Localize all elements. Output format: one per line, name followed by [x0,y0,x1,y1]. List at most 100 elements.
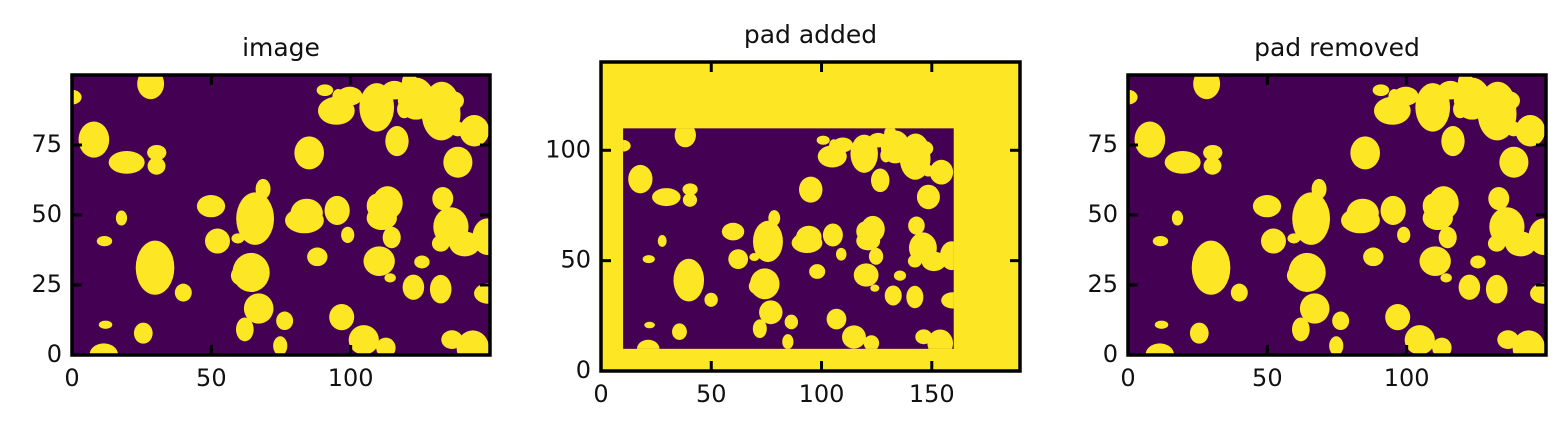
image-blob [431,235,450,252]
image-blob [1528,218,1546,255]
image-blob [755,276,765,283]
axes-frame [599,60,1022,373]
y-tick-label: 75 [1087,130,1118,158]
image-blob [1432,337,1452,355]
image-blob [1252,194,1282,218]
image-blob [1515,115,1546,147]
image-blob [236,192,275,245]
image-background [72,75,490,355]
image-blob [908,216,925,235]
image-blob [856,231,881,251]
image-blob [96,235,113,247]
x-tick-label: 0 [1120,364,1135,392]
image-blob [273,336,288,355]
image-blob [863,335,880,349]
image-blob [363,246,395,276]
image-blob [704,292,718,307]
image-blob [1440,273,1452,283]
axes: 0 50 100 150 0 50 100 pad added [545,20,1022,408]
image-blob [1419,246,1451,276]
x-tick-label: 50 [1252,364,1283,392]
image-blob [147,144,167,161]
y-tick-label: 100 [545,135,591,163]
image-blob [429,274,452,304]
image-blob [1372,84,1390,97]
image-blob [276,311,294,331]
image-blob [147,157,166,175]
image-blob [1385,303,1411,331]
image-blob [1438,226,1457,249]
image-blob [759,300,783,325]
image-blob [642,255,655,264]
image-blob [324,195,350,226]
image-blob [1286,265,1309,286]
image-blob [414,255,430,269]
image [623,128,954,349]
image-blob [1154,320,1169,329]
image-blob [230,265,253,286]
chart-title: image [242,33,320,62]
y-tick-label: 0 [576,356,591,384]
image-blob [835,247,847,261]
image-blob [1488,186,1510,211]
image-blob [108,151,145,174]
image-blob [316,84,334,97]
image-blob [916,184,940,210]
image-blob [791,232,823,254]
image-blob [752,220,783,263]
image-blob [401,75,418,93]
image-blob [1329,336,1344,355]
image-blob [1487,235,1506,252]
image-blob [1134,121,1166,158]
image-blob [1415,83,1451,132]
image-blob [752,319,767,339]
image-blob [940,241,954,271]
image-blob [1499,146,1529,178]
image-blob [382,226,401,249]
image-blob [1260,228,1286,254]
image-blob [459,115,490,147]
image-background [623,128,954,349]
image-blob [721,222,745,241]
image-blob [1485,274,1508,304]
y-tick-label: 50 [560,246,591,274]
image-blob [1380,195,1406,226]
image-blob [822,223,843,247]
axes: 0 50 100 0 25 50 75 pad removed [1087,33,1548,392]
image-blob [1230,283,1248,302]
image-blob [728,249,749,269]
image-blob [826,308,847,330]
chart-title: pad added [744,20,877,49]
image-blob [456,330,490,355]
image-blob [1152,235,1169,247]
image-blob [1164,151,1201,174]
image-blob [1397,226,1411,243]
image-blob [784,314,799,330]
image-blob [941,292,954,309]
image-background [1128,75,1546,355]
image-blob [1341,207,1380,234]
image [1128,75,1546,355]
image-blob [636,339,660,349]
image-blob [673,258,705,302]
image-blob [449,231,481,257]
image-blob [682,183,698,196]
image-blob [72,89,82,105]
image-blob [474,283,490,304]
image-blob [341,226,355,243]
image-blob [921,251,947,272]
image-blob [1295,263,1307,271]
image-blob [98,320,113,329]
image-blob [628,164,653,194]
image-blob [1189,322,1209,344]
image-blob [652,188,681,207]
image-blob [133,322,153,344]
image-blob [1441,126,1465,157]
image-blob [868,247,884,265]
image-blob [871,168,890,193]
image-blob [809,264,826,279]
image-blob [1458,274,1481,300]
image-blob [432,186,454,211]
image-blob [1193,75,1221,100]
image-blob [385,126,409,157]
